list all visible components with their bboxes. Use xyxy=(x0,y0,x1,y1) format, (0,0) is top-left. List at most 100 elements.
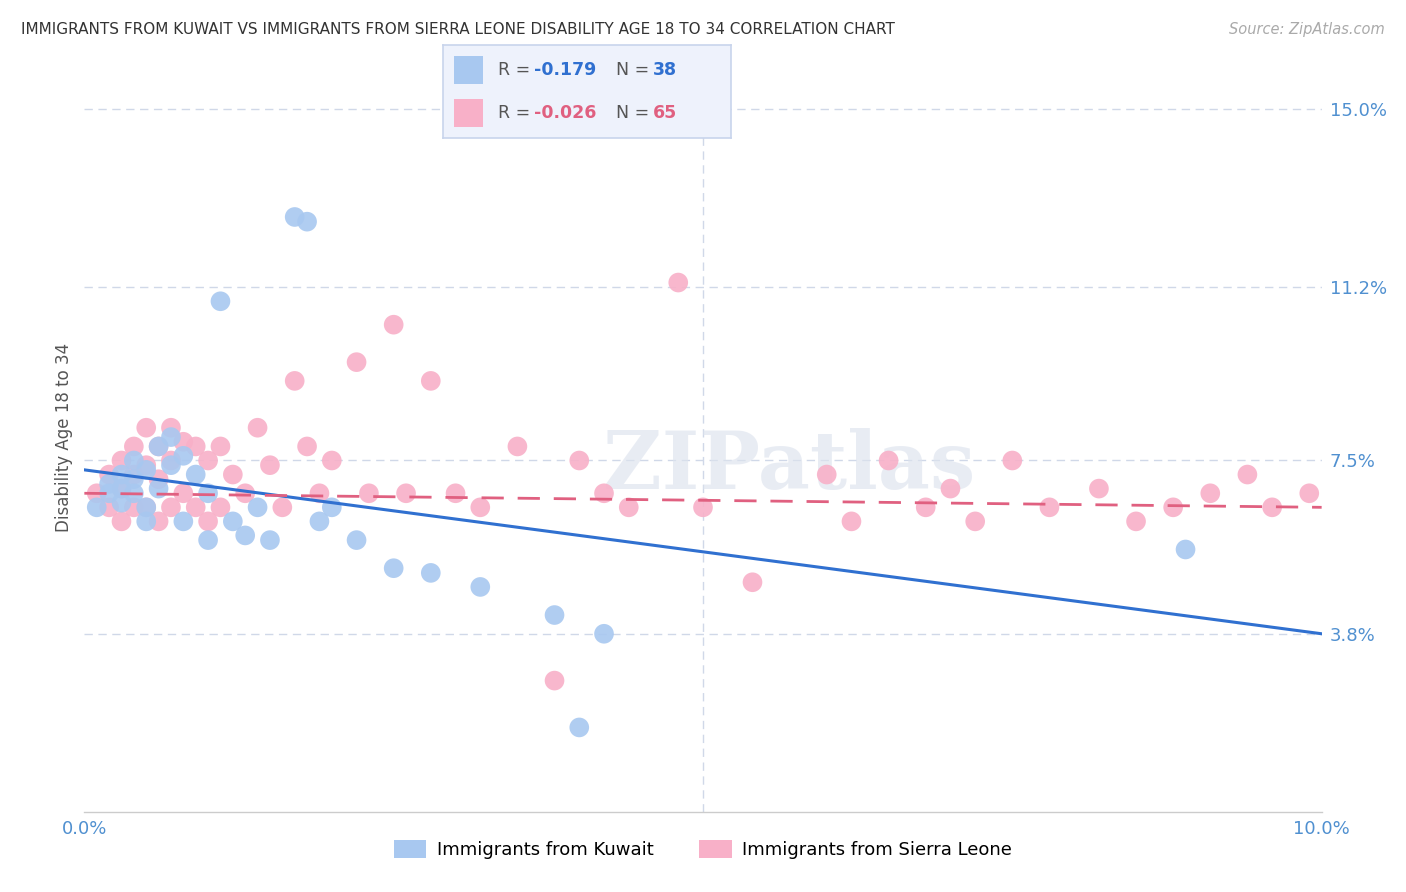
Point xyxy=(815,467,838,482)
Point xyxy=(209,440,232,453)
Point xyxy=(148,482,170,496)
Point xyxy=(246,420,269,434)
Point xyxy=(914,500,936,515)
Point xyxy=(148,472,170,486)
Point xyxy=(184,500,207,515)
Point xyxy=(148,440,170,453)
Point xyxy=(284,374,307,388)
Point xyxy=(382,561,405,575)
Point xyxy=(86,500,108,515)
Point xyxy=(617,500,640,515)
Point xyxy=(172,514,194,528)
Point xyxy=(568,721,591,735)
Text: IMMIGRANTS FROM KUWAIT VS IMMIGRANTS FROM SIERRA LEONE DISABILITY AGE 18 TO 34 C: IMMIGRANTS FROM KUWAIT VS IMMIGRANTS FRO… xyxy=(21,22,896,37)
Point xyxy=(222,467,245,482)
Point xyxy=(419,374,441,388)
Text: N =: N = xyxy=(616,104,655,122)
Point xyxy=(197,533,219,547)
Point xyxy=(172,486,194,500)
Point xyxy=(593,486,616,500)
Point xyxy=(259,458,281,473)
Point xyxy=(148,514,170,528)
Point xyxy=(1298,486,1320,500)
Text: -0.179: -0.179 xyxy=(534,61,596,78)
Point xyxy=(271,500,294,515)
Point xyxy=(122,453,145,467)
Point xyxy=(1125,514,1147,528)
Point xyxy=(209,294,232,309)
Point xyxy=(1236,467,1258,482)
Point xyxy=(110,482,132,496)
Point xyxy=(233,528,256,542)
Point xyxy=(110,482,132,496)
Point xyxy=(135,463,157,477)
Point xyxy=(135,500,157,515)
Point xyxy=(160,458,183,473)
Point xyxy=(110,467,132,482)
Bar xyxy=(454,99,484,127)
Point xyxy=(593,626,616,640)
Point xyxy=(160,430,183,444)
Point xyxy=(197,514,219,528)
Point xyxy=(172,449,194,463)
Point xyxy=(295,214,318,228)
Point xyxy=(1161,500,1184,515)
Legend: Immigrants from Kuwait, Immigrants from Sierra Leone: Immigrants from Kuwait, Immigrants from … xyxy=(387,832,1019,866)
Point xyxy=(543,673,565,688)
Point xyxy=(184,467,207,482)
Point xyxy=(1174,542,1197,557)
Point xyxy=(1261,500,1284,515)
Point xyxy=(321,453,343,467)
Text: R =: R = xyxy=(498,104,536,122)
Point xyxy=(197,453,219,467)
Point xyxy=(939,482,962,496)
Point xyxy=(295,440,318,453)
Text: Source: ZipAtlas.com: Source: ZipAtlas.com xyxy=(1229,22,1385,37)
Point xyxy=(160,453,183,467)
Y-axis label: Disability Age 18 to 34: Disability Age 18 to 34 xyxy=(55,343,73,532)
Point xyxy=(246,500,269,515)
Point xyxy=(98,486,121,500)
Point xyxy=(135,458,157,473)
Text: 38: 38 xyxy=(654,61,678,78)
Text: 65: 65 xyxy=(654,104,678,122)
Point xyxy=(346,355,368,369)
Point xyxy=(222,514,245,528)
Point xyxy=(122,472,145,486)
Point xyxy=(148,440,170,453)
Point xyxy=(284,210,307,224)
Point xyxy=(965,514,987,528)
Point xyxy=(741,575,763,590)
Point xyxy=(110,514,132,528)
Point xyxy=(444,486,467,500)
Point xyxy=(1038,500,1060,515)
Point xyxy=(666,276,689,290)
Point xyxy=(122,500,145,515)
Point xyxy=(841,514,863,528)
Point xyxy=(98,476,121,491)
Point xyxy=(419,566,441,580)
Point xyxy=(122,467,145,482)
Point xyxy=(877,453,900,467)
Point xyxy=(122,486,145,500)
Text: N =: N = xyxy=(616,61,655,78)
Point xyxy=(98,467,121,482)
Point xyxy=(135,420,157,434)
Point xyxy=(209,500,232,515)
Point xyxy=(86,486,108,500)
Point xyxy=(135,500,157,515)
Text: ZIPatlas: ZIPatlas xyxy=(603,428,976,506)
Text: R =: R = xyxy=(498,61,536,78)
Point xyxy=(506,440,529,453)
Point xyxy=(346,533,368,547)
Bar xyxy=(454,56,484,84)
Point xyxy=(233,486,256,500)
Point xyxy=(308,486,330,500)
Point xyxy=(692,500,714,515)
Point xyxy=(321,500,343,515)
Point xyxy=(543,608,565,623)
Point xyxy=(110,453,132,467)
Point xyxy=(1001,453,1024,467)
Point xyxy=(308,514,330,528)
Point xyxy=(184,440,207,453)
